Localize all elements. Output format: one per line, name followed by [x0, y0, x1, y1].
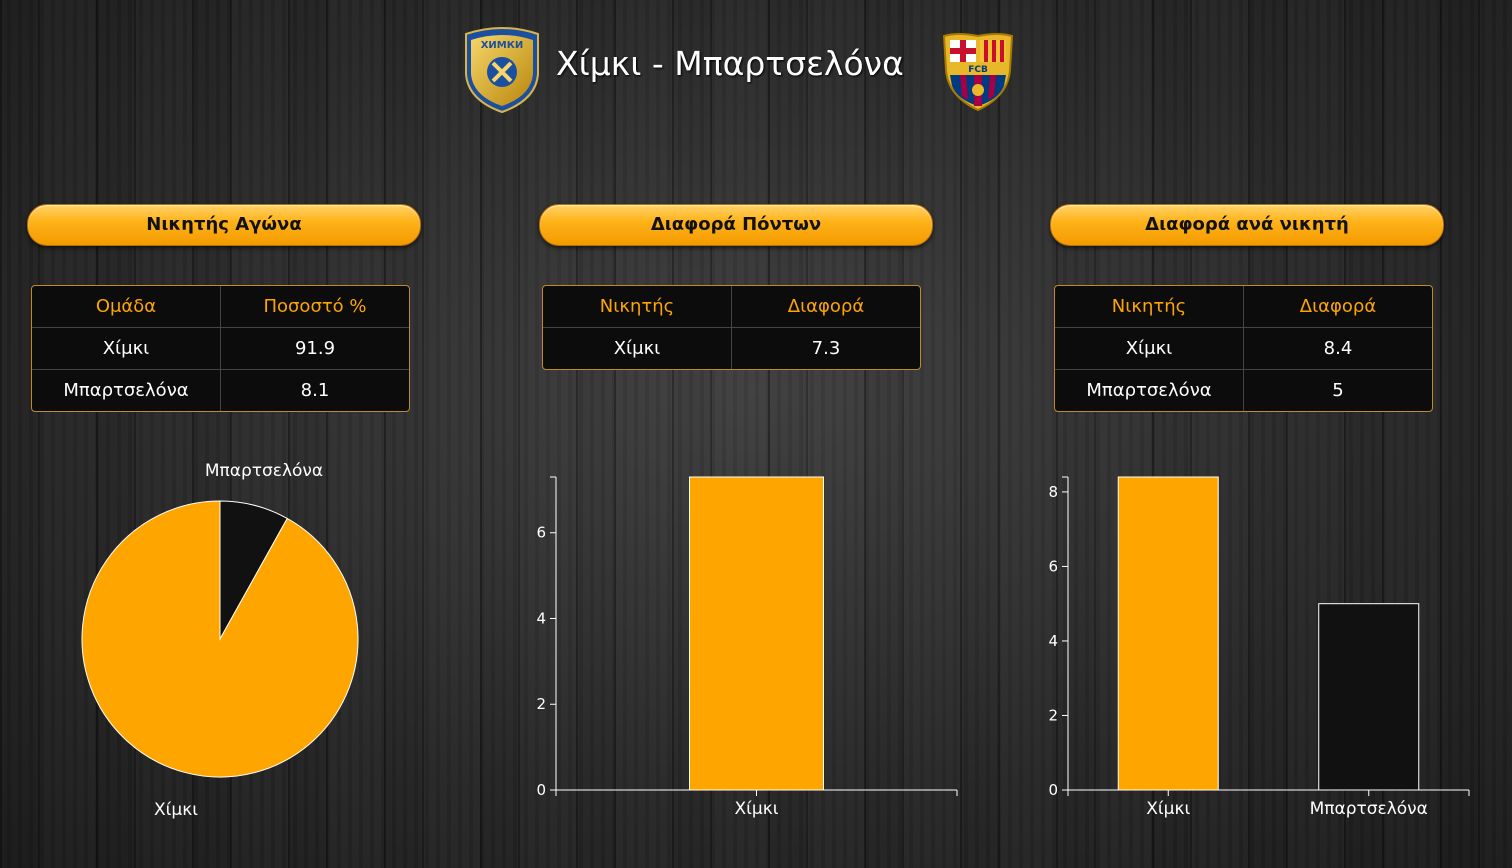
- svg-text:FCB: FCB: [968, 65, 988, 75]
- table-header-row: Νικητής Διαφορά: [1055, 286, 1432, 328]
- column-header: Ποσοστό %: [221, 286, 409, 328]
- y-tick-label: 2: [536, 695, 546, 713]
- pie-slice: [81, 500, 359, 778]
- points-difference-table: Νικητής Διαφορά Χίμκι 7.3: [542, 285, 921, 370]
- column-header: Διαφορά: [1244, 286, 1432, 328]
- bar: [1318, 603, 1420, 791]
- difference-per-winner-table: Νικητής Διαφορά Χίμκι 8.4 Μπαρτσελόνα 5: [1054, 285, 1433, 412]
- table-header-row: Ομάδα Ποσοστό %: [32, 286, 409, 328]
- y-tick-label: 6: [1048, 557, 1058, 575]
- bar: [1117, 476, 1219, 791]
- table-cell: 8.1: [300, 380, 330, 401]
- column-header: Ομάδα: [32, 286, 221, 328]
- section-title-points-difference: Διαφορά Πόντων: [539, 204, 933, 246]
- y-tick-label: 2: [1048, 706, 1058, 724]
- match-title: Χίμκι - Μπαρτσελόνα: [556, 44, 904, 83]
- y-tick-label: 4: [1048, 632, 1058, 650]
- table-cell: 5: [1332, 380, 1344, 401]
- khimki-logo-icon: ХИМКИ: [465, 27, 539, 114]
- column-header: Νικητής: [1055, 286, 1244, 328]
- pie-slice-label: Χίμκι: [154, 800, 198, 820]
- table-cell: 8.4: [1244, 328, 1432, 370]
- fc-barcelona-logo-icon: FCB: [942, 33, 1014, 112]
- table-row: Μπαρτσελόνα 8.1: [32, 370, 409, 411]
- match-winner-table: Ομάδα Ποσοστό % Χίμκι 91.9 Μπαρτσελόνα 8…: [31, 285, 410, 412]
- table-row: Χίμκι 91.9: [32, 328, 409, 370]
- table-cell: Χίμκι: [1055, 328, 1244, 370]
- section-title-difference-per-winner: Διαφορά ανά νικητή: [1050, 204, 1444, 246]
- x-tick-label: Χίμκι: [735, 799, 779, 819]
- y-tick-label: 0: [536, 781, 546, 799]
- section-title-match-winner: Νικητής Αγώνα: [27, 204, 421, 246]
- x-tick-label: Χίμκι: [1146, 799, 1190, 819]
- pie-slice-label: Μπαρτσελόνα: [205, 461, 323, 481]
- table-cell: 91.9: [221, 328, 409, 370]
- table-row: Μπαρτσελόνα 5: [1055, 370, 1432, 411]
- header: ХИМКИ Χίμκι - Μπαρτσελόνα FCB: [0, 24, 1512, 116]
- table-cell: Μπαρτσελόνα: [1055, 370, 1244, 411]
- table-row: Χίμκι 7.3: [543, 328, 920, 369]
- table-cell: Χίμκι: [32, 328, 221, 370]
- svg-text:ХИМКИ: ХИМКИ: [481, 40, 524, 51]
- y-tick-label: 6: [536, 524, 546, 542]
- y-tick-label: 8: [1048, 483, 1058, 501]
- table-cell: Μπαρτσελόνα: [32, 370, 221, 411]
- bar: [689, 476, 824, 791]
- table-header-row: Νικητής Διαφορά: [543, 286, 920, 328]
- table-cell: 7.3: [811, 338, 841, 359]
- column-header: Νικητής: [543, 286, 732, 328]
- table-row: Χίμκι 8.4: [1055, 328, 1432, 370]
- column-header: Διαφορά: [732, 286, 920, 328]
- x-tick-label: Μπαρτσελόνα: [1310, 799, 1428, 819]
- y-tick-label: 0: [1048, 781, 1058, 799]
- table-cell: Χίμκι: [543, 328, 732, 369]
- y-tick-label: 4: [536, 609, 546, 627]
